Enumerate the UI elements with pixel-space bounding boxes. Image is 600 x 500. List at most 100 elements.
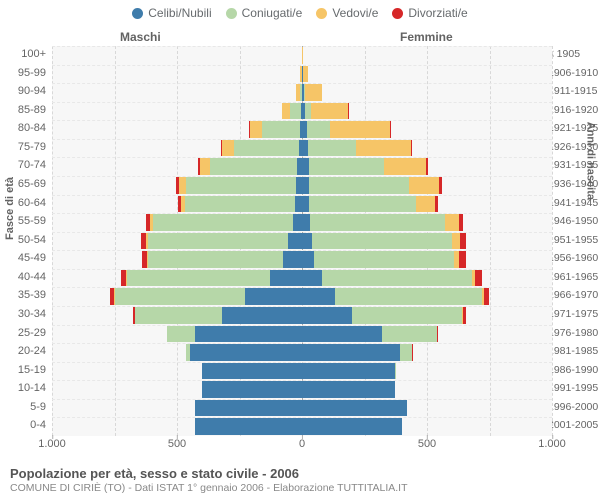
age-label: 75-79 <box>18 139 46 157</box>
female-bar <box>302 344 412 361</box>
bar-segment <box>312 233 452 250</box>
x-tick-mark <box>552 435 553 439</box>
birth-year-label: 1996-2000 <box>548 399 598 417</box>
female-bar <box>302 363 395 380</box>
female-bar <box>302 121 390 138</box>
bar-segment <box>202 363 302 380</box>
bar-segment <box>309 177 409 194</box>
bar-segment <box>282 103 290 120</box>
bar-segment <box>302 214 310 231</box>
bar-segment <box>437 326 438 343</box>
male-bar <box>221 140 303 157</box>
age-label: 70-74 <box>18 157 46 175</box>
female-bar <box>302 307 466 324</box>
bar-segment <box>302 381 395 398</box>
birth-year-label: 1956-1960 <box>548 250 598 268</box>
age-row <box>52 120 552 139</box>
female-bar <box>302 288 489 305</box>
birth-year-label: 1911-1915 <box>548 83 597 101</box>
bar-segment <box>330 121 390 138</box>
age-row <box>52 362 552 381</box>
bar-segment <box>302 233 312 250</box>
legend: Celibi/NubiliConiugati/eVedovi/eDivorzia… <box>0 0 600 20</box>
age-label: 85-89 <box>18 102 46 120</box>
age-label: 30-34 <box>18 306 46 324</box>
female-bar <box>302 177 442 194</box>
x-tick-mark <box>302 435 303 439</box>
bar-segment <box>222 140 234 157</box>
legend-swatch <box>316 8 327 19</box>
gridline <box>552 46 553 436</box>
male-bar <box>121 270 302 287</box>
chart-footer: Popolazione per età, sesso e stato civil… <box>10 466 408 494</box>
bar-segment <box>475 270 482 287</box>
bar-segment <box>356 140 411 157</box>
age-label: 65-69 <box>18 176 46 194</box>
female-bar <box>302 418 402 435</box>
bar-segment <box>400 344 413 361</box>
legend-label: Coniugati/e <box>242 6 303 20</box>
age-row <box>52 157 552 176</box>
bar-segment <box>148 251 283 268</box>
age-row <box>52 325 552 344</box>
male-bar <box>142 251 303 268</box>
age-label: 5-9 <box>30 399 46 417</box>
bar-segment <box>293 214 303 231</box>
birth-year-label: 1936-1940 <box>548 176 598 194</box>
x-tick-label: 500 <box>168 438 186 450</box>
age-row <box>52 250 552 269</box>
chart-title: Popolazione per età, sesso e stato civil… <box>10 466 408 481</box>
male-bar <box>141 233 302 250</box>
age-label: 95-99 <box>18 65 46 83</box>
bar-segment <box>302 47 303 64</box>
plot-area <box>52 46 552 436</box>
male-bar <box>195 418 303 435</box>
bar-segment <box>352 307 462 324</box>
bar-segment <box>308 140 356 157</box>
legend-label: Celibi/Nubili <box>148 6 211 20</box>
bar-segment <box>459 214 464 231</box>
birth-year-label: 1961-1965 <box>548 269 598 287</box>
female-bar <box>302 400 407 417</box>
age-row <box>52 232 552 251</box>
bar-segment <box>452 233 461 250</box>
bar-segment <box>302 344 400 361</box>
bar-segment <box>382 326 437 343</box>
bar-segment <box>270 270 303 287</box>
birth-year-label: 1991-1995 <box>548 380 598 398</box>
x-tick-label: 500 <box>418 438 436 450</box>
birth-year-label: 1921-1925 <box>548 120 598 138</box>
x-tick-mark <box>177 435 178 439</box>
age-row <box>52 195 552 214</box>
bar-segment <box>484 288 490 305</box>
bar-segment <box>390 121 391 138</box>
bar-segment <box>310 214 445 231</box>
x-tick-label: 0 <box>299 438 305 450</box>
bar-segment <box>460 233 466 250</box>
bar-segment <box>302 288 335 305</box>
female-bar <box>302 140 412 157</box>
legend-label: Vedovi/e <box>332 6 378 20</box>
bar-segment <box>295 196 302 213</box>
age-row <box>52 287 552 306</box>
age-label: 100+ <box>21 46 46 64</box>
legend-item: Coniugati/e <box>226 6 303 20</box>
bar-segment <box>322 270 472 287</box>
age-row <box>52 83 552 102</box>
x-axis: 1.00050005001.000 <box>52 438 552 456</box>
bar-segment <box>445 214 459 231</box>
age-label: 20-24 <box>18 343 46 361</box>
birth-year-label: 1986-1990 <box>548 362 598 380</box>
x-tick-mark <box>52 435 53 439</box>
bar-segment <box>302 251 314 268</box>
bar-segment <box>148 233 288 250</box>
bar-segment <box>311 103 349 120</box>
birth-year-label: 1906-1910 <box>548 65 598 83</box>
legend-swatch <box>226 8 237 19</box>
female-bar <box>302 66 308 83</box>
bar-segment <box>416 196 435 213</box>
bar-segment <box>409 177 439 194</box>
y-axis-left-labels: 100+95-9990-9485-8980-8475-7970-7465-696… <box>0 46 50 436</box>
male-bar <box>282 103 302 120</box>
bar-segment <box>309 196 417 213</box>
